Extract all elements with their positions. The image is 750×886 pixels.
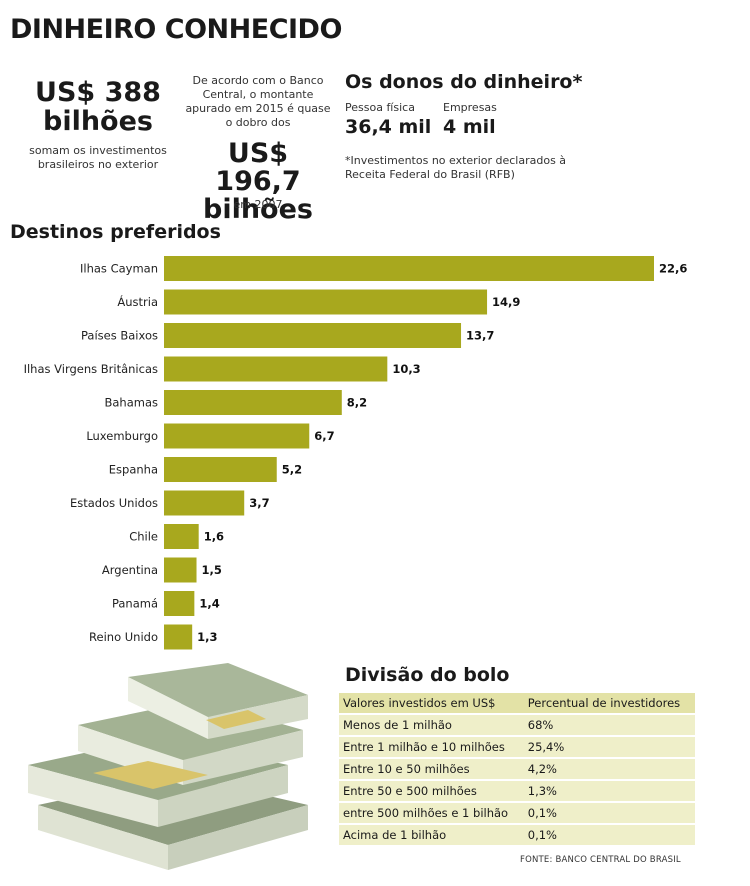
category-label: Ilhas Cayman <box>80 262 158 276</box>
division-heading: Divisão do bolo <box>345 664 510 686</box>
category-label: Reino Unido <box>89 630 158 644</box>
table-cell: 0,1% <box>523 824 695 847</box>
data-label: 14,9 <box>492 295 520 309</box>
data-label: 6,7 <box>314 429 334 443</box>
bar <box>164 490 245 516</box>
table-cell: Entre 1 milhão e 10 milhões <box>339 736 524 759</box>
bar <box>164 524 199 549</box>
data-label: 22,6 <box>659 262 687 276</box>
data-label: 1,6 <box>204 530 224 544</box>
bar <box>164 557 197 583</box>
table-cell: Menos de 1 milhão <box>339 714 524 737</box>
bar <box>164 256 654 281</box>
table-header-row: Valores investidos em US$ Percentual de … <box>339 693 695 715</box>
table-cell: Entre 50 e 500 milhões <box>339 780 524 803</box>
comparison-intro: De acordo com o Banco Central, o montant… <box>185 74 331 129</box>
source-note: FONTE: BANCO CENTRAL DO BRASIL <box>520 855 681 865</box>
destinations-bar-chart: Ilhas Cayman 22,6 Áustria 14,9 Países Baixos… <box>24 256 687 650</box>
bar <box>164 423 310 449</box>
comparison-value: US$ 196,7 bilhões <box>203 138 313 225</box>
division-table: Valores investidos em US$ Percentual de … <box>339 693 695 847</box>
table-row: entre 500 milhões e 1 bilhão 0,1% <box>339 802 695 825</box>
individuals-value: 36,4 mil <box>345 116 432 138</box>
table-cell: 4,2% <box>523 758 695 781</box>
table-row: Entre 10 e 50 milhões 4,2% <box>339 758 695 781</box>
table-cell: entre 500 milhões e 1 bilhão <box>339 802 524 825</box>
data-label: 1,5 <box>202 563 222 577</box>
money-stack-illustration <box>28 663 308 870</box>
table-row: Menos de 1 milhão 68% <box>339 714 695 737</box>
table-cell: 68% <box>523 714 695 737</box>
table-cell: 1,3% <box>523 780 695 803</box>
category-label: Áustria <box>117 294 158 309</box>
data-label: 3,7 <box>249 496 269 510</box>
owners-heading: Os donos do dinheiro* <box>345 71 583 93</box>
bar <box>164 323 462 348</box>
data-label: 13,7 <box>466 329 494 343</box>
chart-title: Destinos preferidos <box>10 221 221 243</box>
bar <box>164 591 195 616</box>
companies-label: Empresas <box>443 101 497 114</box>
category-label: Bahamas <box>104 396 158 410</box>
money-stack-icon <box>28 663 308 870</box>
category-label: Espanha <box>109 463 158 477</box>
bar <box>164 390 342 415</box>
bar <box>164 457 277 482</box>
data-label: 1,4 <box>199 597 219 611</box>
companies-value: 4 mil <box>443 116 496 138</box>
bar <box>164 289 488 315</box>
page-title: DINHEIRO CONHECIDO <box>10 14 342 45</box>
table-cell: Entre 10 e 50 milhões <box>339 758 524 781</box>
category-label: Panamá <box>112 597 158 611</box>
data-label: 10,3 <box>392 362 420 376</box>
total-investment-caption: somam os investimentos brasileiros no ex… <box>29 144 167 171</box>
table-row: Acima de 1 bilhão 0,1% <box>339 824 695 847</box>
total-investment-value: US$ 388 bilhões <box>35 77 161 137</box>
data-label: 8,2 <box>347 396 367 410</box>
table-row: Entre 50 e 500 milhões 1,3% <box>339 780 695 803</box>
table-header-cell: Valores investidos em US$ <box>339 693 524 715</box>
comparison-caption: em 2007 <box>233 198 283 211</box>
bar <box>164 356 388 382</box>
category-label: Chile <box>129 530 158 544</box>
owners-footnote: *Investimentos no exterior declarados à … <box>345 154 567 181</box>
category-label: Argentina <box>102 563 158 577</box>
data-label: 1,3 <box>197 630 217 644</box>
category-label: Países Baixos <box>81 329 158 343</box>
table-cell: 25,4% <box>523 736 695 759</box>
individuals-label: Pessoa física <box>345 101 415 114</box>
table-cell: Acima de 1 bilhão <box>339 824 524 847</box>
table-cell: 0,1% <box>523 802 695 825</box>
category-label: Ilhas Virgens Britânicas <box>24 362 158 376</box>
category-label: Luxemburgo <box>86 429 158 443</box>
bar <box>164 624 193 650</box>
table-row: Entre 1 milhão e 10 milhões 25,4% <box>339 736 695 759</box>
data-label: 5,2 <box>282 463 302 477</box>
table-header-cell: Percentual de investidores <box>523 693 695 715</box>
category-label: Estados Unidos <box>70 496 158 510</box>
